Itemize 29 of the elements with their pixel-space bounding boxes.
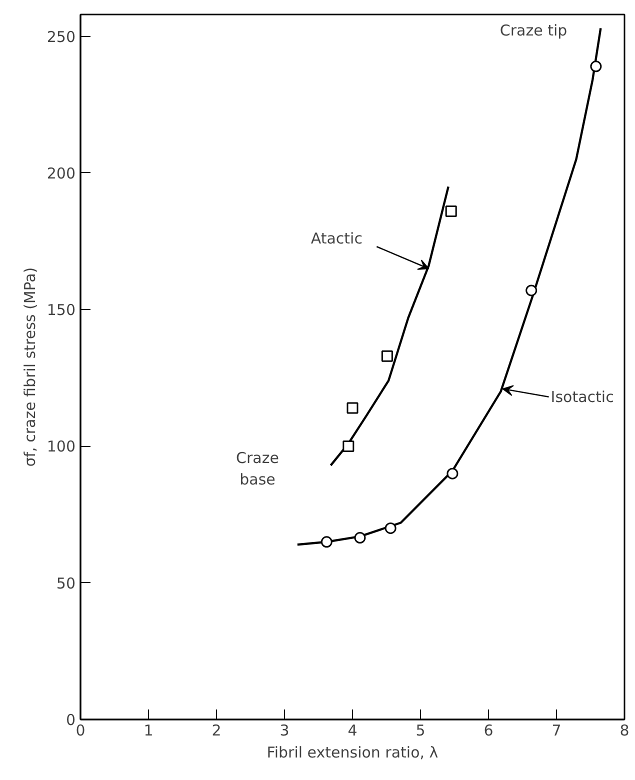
- y-tick-label: 250: [46, 28, 76, 46]
- x-tick-label: 8: [620, 722, 630, 740]
- x-tick-label: 5: [416, 722, 426, 740]
- point: [445, 205, 457, 217]
- point: [384, 522, 396, 534]
- x-tick-label: 4: [348, 722, 358, 740]
- point: [354, 532, 366, 544]
- annotation: Craze tip: [500, 22, 568, 40]
- x-tick-label: 7: [552, 722, 562, 740]
- point: [446, 468, 458, 480]
- point: [346, 402, 358, 414]
- point: [320, 536, 332, 548]
- y-axis-title: σf, craze fibril stress (MPa): [20, 267, 39, 467]
- y-tick-label: 100: [46, 438, 76, 456]
- point: [526, 284, 538, 296]
- y-tick-label: 150: [46, 301, 76, 320]
- point: [590, 60, 602, 72]
- y-tick-label: 50: [56, 574, 76, 592]
- point: [381, 350, 393, 362]
- annotation: Atactic: [310, 230, 362, 248]
- point: [342, 440, 354, 452]
- y-tick-label: 200: [46, 164, 76, 182]
- x-tick-label: 6: [484, 722, 494, 740]
- annotation: Isotactic: [550, 388, 614, 406]
- x-tick-label: 2: [212, 722, 222, 740]
- x-tick-label: 3: [280, 722, 290, 740]
- x-tick-label: 1: [144, 722, 154, 740]
- x-axis-title: Fibril extension ratio, λ: [266, 744, 438, 762]
- annotation: Craze base: [236, 448, 279, 488]
